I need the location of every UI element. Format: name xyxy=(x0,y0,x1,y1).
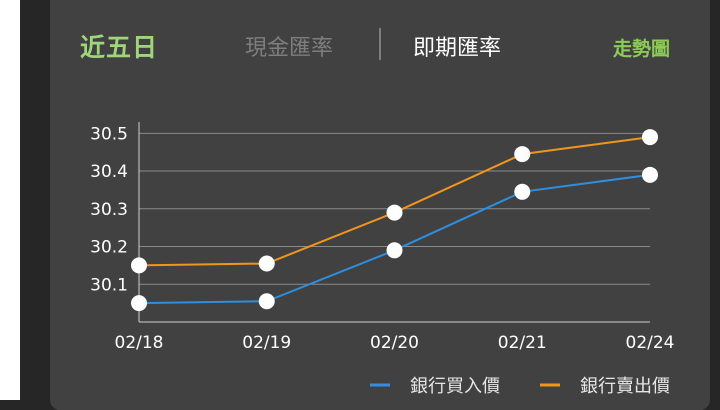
rate-line-chart: 30.1 30.2 30.3 30.4 30.5 02/18 02/19 02/20 02/2… xyxy=(90,122,675,397)
data-point-sell xyxy=(258,255,275,272)
data-point-sell xyxy=(642,129,658,146)
legend-label-buy: 銀行買入價 xyxy=(410,376,500,397)
tab-cash-rate[interactable]: 現金匯率 xyxy=(245,36,334,61)
x-tick-label: 02/20 xyxy=(370,333,419,353)
tab-divider xyxy=(379,28,381,60)
trend-chart-link[interactable]: 走勢圖 xyxy=(613,38,671,60)
data-point-sell xyxy=(131,257,147,274)
legend-label-sell: 銀行賣出價 xyxy=(580,376,670,397)
y-axis-tick-labels: 30.1 30.2 30.3 30.4 30.5 xyxy=(90,124,128,295)
data-point-sell xyxy=(514,146,531,163)
data-point-buy xyxy=(514,183,531,200)
x-tick-label: 02/18 xyxy=(115,333,164,353)
data-point-buy xyxy=(386,242,403,259)
x-tick-label: 02/21 xyxy=(498,333,547,353)
exchange-rate-card: 近五日 現金匯率 即期匯率 走勢圖 xyxy=(50,0,710,410)
data-point-sell xyxy=(386,204,403,221)
x-axis-tick-labels: 02/18 02/19 02/20 02/21 02/24 xyxy=(115,333,675,353)
y-tick-label: 30.3 xyxy=(90,200,128,220)
x-tick-label: 02/19 xyxy=(242,333,291,353)
chart-legend: 銀行買入價 銀行賣出價 xyxy=(370,376,670,397)
card-header: 近五日 現金匯率 即期匯率 走勢圖 xyxy=(50,0,710,100)
y-tick-label: 30.1 xyxy=(90,275,128,295)
chart-series-points xyxy=(131,129,658,312)
tab-spot-rate[interactable]: 即期匯率 xyxy=(413,36,502,61)
data-point-buy xyxy=(131,295,147,312)
recent-five-days-title: 近五日 xyxy=(80,33,159,62)
left-edge-strip xyxy=(0,0,20,400)
y-tick-label: 30.2 xyxy=(90,238,128,258)
data-point-buy xyxy=(642,166,658,183)
x-tick-label: 02/24 xyxy=(626,333,675,353)
data-point-buy xyxy=(258,293,275,310)
y-tick-label: 30.5 xyxy=(90,124,128,144)
chart-axes xyxy=(138,122,650,323)
y-tick-label: 30.4 xyxy=(90,162,128,182)
